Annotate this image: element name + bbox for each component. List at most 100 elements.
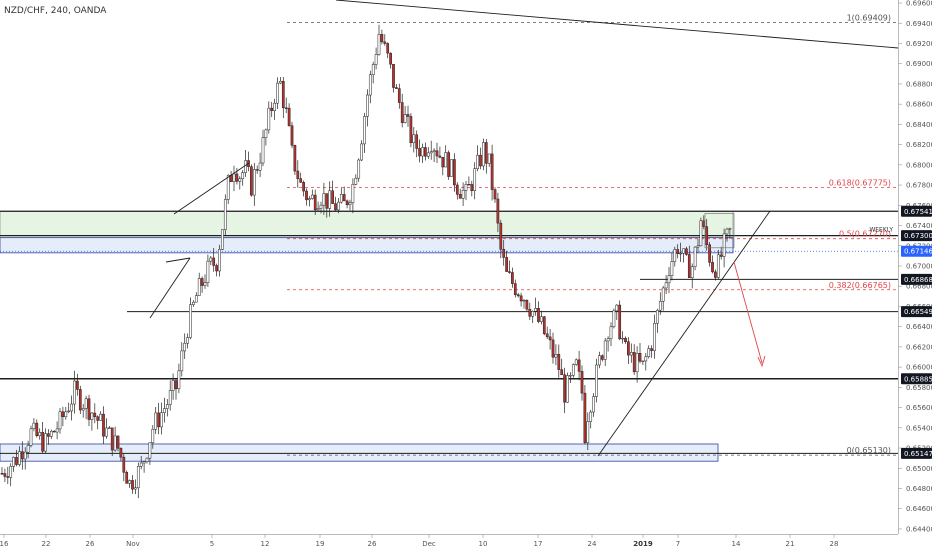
candle[interactable] (325, 193, 329, 218)
candle[interactable] (600, 354, 604, 362)
candle[interactable] (342, 186, 346, 202)
candle[interactable] (658, 292, 662, 315)
candle[interactable] (412, 127, 416, 153)
candle[interactable] (96, 415, 100, 430)
candle[interactable] (696, 238, 700, 254)
candle[interactable] (653, 314, 656, 359)
candle[interactable] (528, 302, 532, 320)
candle[interactable] (255, 165, 259, 174)
candle[interactable] (455, 182, 459, 200)
candle[interactable] (569, 372, 572, 383)
candle[interactable] (519, 292, 523, 307)
candle[interactable] (316, 201, 320, 211)
candle[interactable] (180, 342, 184, 377)
candle[interactable] (0, 467, 4, 475)
candle[interactable] (705, 219, 709, 251)
candle[interactable] (661, 285, 665, 311)
candle[interactable] (215, 263, 218, 277)
candle[interactable] (35, 419, 39, 438)
candle[interactable] (122, 453, 126, 482)
candle[interactable] (134, 479, 137, 495)
candle[interactable] (29, 425, 33, 448)
candle[interactable] (426, 147, 430, 159)
candle[interactable] (258, 152, 262, 178)
candle[interactable] (647, 345, 651, 359)
candle[interactable] (563, 367, 566, 414)
candle[interactable] (142, 460, 146, 473)
candle[interactable] (438, 146, 442, 159)
candle[interactable] (508, 260, 511, 274)
candle[interactable] (3, 468, 7, 483)
candle[interactable] (525, 299, 529, 312)
candle[interactable] (627, 337, 630, 365)
candle[interactable] (641, 360, 645, 365)
candle[interactable] (377, 24, 381, 56)
candle[interactable] (61, 406, 65, 427)
candle[interactable] (392, 63, 395, 93)
candle[interactable] (47, 429, 50, 445)
candle[interactable] (571, 363, 575, 378)
candle[interactable] (310, 189, 314, 200)
candle[interactable] (276, 77, 279, 110)
candle[interactable] (212, 248, 216, 272)
candle[interactable] (395, 83, 398, 89)
candle[interactable] (685, 246, 688, 256)
candle[interactable] (189, 297, 192, 340)
candle[interactable] (435, 142, 439, 164)
candle[interactable] (699, 217, 703, 247)
candle[interactable] (44, 428, 47, 454)
candle[interactable] (656, 308, 659, 333)
candle[interactable] (58, 408, 62, 434)
candle[interactable] (505, 250, 508, 273)
candle[interactable] (99, 411, 102, 421)
candle[interactable] (711, 255, 714, 274)
candle[interactable] (461, 182, 465, 207)
candle[interactable] (693, 246, 697, 271)
candle[interactable] (252, 162, 256, 206)
candle[interactable] (708, 241, 711, 267)
candle[interactable] (334, 196, 337, 211)
candle[interactable] (15, 449, 18, 467)
candle[interactable] (464, 180, 468, 201)
candle[interactable] (673, 246, 677, 267)
candle[interactable] (557, 344, 561, 378)
candle[interactable] (554, 344, 558, 366)
candle[interactable] (566, 372, 569, 403)
candle[interactable] (444, 145, 448, 168)
candle[interactable] (650, 345, 653, 358)
candle[interactable] (534, 297, 537, 316)
candle[interactable] (299, 172, 303, 183)
candle[interactable] (687, 245, 691, 279)
candle[interactable] (470, 180, 474, 197)
candle[interactable] (32, 418, 36, 432)
candle[interactable] (363, 112, 366, 154)
candle[interactable] (629, 343, 633, 363)
candle[interactable] (476, 145, 479, 172)
candle[interactable] (296, 160, 300, 188)
candle[interactable] (145, 457, 149, 464)
candle[interactable] (55, 421, 59, 440)
candle[interactable] (682, 248, 685, 263)
candle[interactable] (644, 352, 648, 371)
candle[interactable] (728, 227, 732, 239)
candle[interactable] (354, 174, 358, 186)
candle[interactable] (415, 130, 419, 158)
candle[interactable] (406, 105, 410, 127)
candle[interactable] (482, 138, 485, 171)
candle[interactable] (154, 407, 158, 434)
candle[interactable] (589, 409, 593, 429)
candle[interactable] (502, 240, 506, 266)
candle[interactable] (580, 365, 584, 401)
candle[interactable] (548, 328, 552, 350)
candle[interactable] (279, 76, 282, 85)
candle[interactable] (197, 272, 201, 297)
candle[interactable] (447, 150, 450, 180)
candle[interactable] (250, 164, 253, 197)
candle[interactable] (429, 140, 433, 160)
candle[interactable] (105, 418, 108, 439)
candle[interactable] (78, 385, 82, 415)
candle[interactable] (632, 344, 636, 375)
candle[interactable] (87, 394, 91, 427)
candle[interactable] (6, 466, 10, 485)
